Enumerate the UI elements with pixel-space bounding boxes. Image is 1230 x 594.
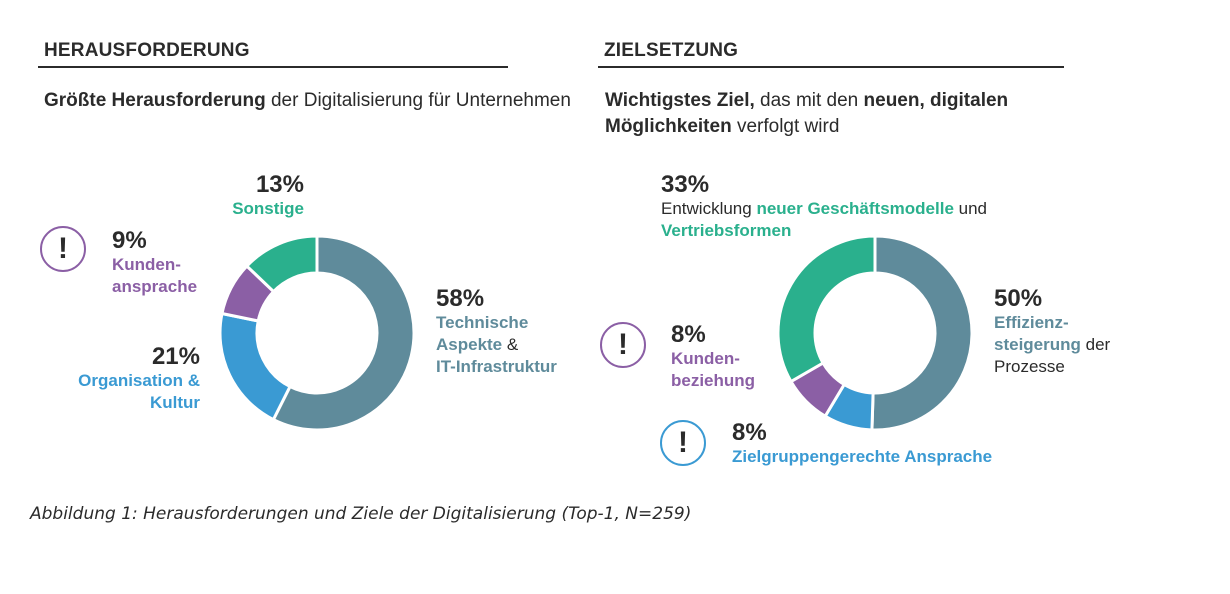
left-section-title: HERAUSFORDERUNG	[44, 40, 250, 61]
left-subtitle-bold: Größte Herausforderung	[44, 90, 266, 111]
left-section-rule	[38, 66, 508, 68]
text-kunden-line2: ansprache	[112, 277, 198, 296]
text-technik-line1: Technische	[436, 313, 529, 332]
pct-kundenansprache: 9%	[112, 227, 147, 254]
left-subtitle-rest: der Digitalisierung für Unternehmen	[265, 90, 571, 111]
donut-slice-challenges-3	[244, 234, 319, 294]
text-effizienz-line2: steigerung der	[994, 334, 1110, 356]
label-organisation: 21% Organisation & Kultur	[30, 344, 200, 414]
text-kundenbeziehung-line2: beziehung	[671, 371, 756, 390]
text-effizienz-line3: Prozesse	[994, 357, 1065, 376]
text-effizienz-plain: der	[1080, 335, 1111, 354]
text-technik-colored: Aspekte	[436, 335, 503, 354]
right-subtitle-bold2: neuen, digitalen	[863, 90, 1009, 111]
text-geschaeft-colored: neuer Geschäftsmodelle	[756, 199, 954, 218]
right-chart-subtitle: Wichtigstes Ziel, das mit den neuen, dig…	[605, 88, 1165, 140]
exclamation-alert-icon: !	[660, 420, 706, 466]
donut-slice-challenges-1	[218, 311, 293, 422]
pct-kundenbeziehung: 8%	[671, 321, 706, 348]
text-zielgruppe: Zielgruppengerechte Ansprache	[732, 447, 993, 466]
label-geschaeftsmodelle: 33% Entwicklung neuer Geschäftsmodelle u…	[661, 172, 1101, 242]
text-organisation-line2: Kultur	[149, 393, 200, 412]
pct-geschaeftsmodelle: 33%	[661, 171, 710, 198]
donut-slice-goals-0	[870, 234, 974, 432]
label-sonstige: 13% Sonstige	[200, 172, 304, 220]
pct-technik: 58%	[436, 285, 485, 312]
pct-organisation: 21%	[151, 343, 200, 370]
pct-effizienz: 50%	[994, 285, 1043, 312]
label-kundenbeziehung: 8% Kunden- beziehung	[671, 322, 755, 392]
donut-slice-challenges-0	[271, 234, 416, 432]
right-subtitle-plain1: das mit den	[754, 90, 864, 111]
text-effizienz-line1: Effizienz-	[994, 313, 1069, 332]
text-technik-plain: &	[502, 335, 519, 354]
right-section-title: ZIELSETZUNG	[604, 40, 739, 61]
label-effizienz: 50% Effizienz- steigerung der Prozesse	[994, 286, 1110, 378]
left-chart-subtitle: Größte Herausforderung der Digitalisieru…	[44, 88, 584, 114]
text-geschaeft-plain2: und	[953, 199, 987, 218]
pct-sonstige: 13%	[255, 171, 304, 198]
text-organisation-line1: Organisation &	[78, 371, 200, 390]
right-section-rule	[598, 66, 1064, 68]
text-technik-line2: Aspekte &	[436, 334, 557, 356]
text-geschaeft-line2: Vertriebsformen	[661, 221, 792, 240]
text-kunden-line1: Kunden-	[112, 255, 181, 274]
text-kundenbeziehung-line1: Kunden-	[671, 349, 740, 368]
text-geschaeft-plain: Entwicklung	[661, 199, 757, 218]
text-technik-line3: IT-Infrastruktur	[436, 357, 557, 376]
text-sonstige: Sonstige	[232, 199, 304, 218]
exclamation-alert-icon: !	[600, 322, 646, 368]
pct-zielgruppe: 8%	[732, 419, 767, 446]
label-zielgruppe: 8% Zielgruppengerechte Ansprache	[732, 420, 992, 468]
right-subtitle-bold3: Möglichkeiten	[605, 116, 732, 137]
figure-caption: Abbildung 1: Herausforderungen und Ziele…	[30, 504, 692, 524]
donut-slice-goals-3	[776, 234, 877, 384]
right-subtitle-plain2: verfolgt wird	[731, 116, 840, 137]
right-subtitle-bold1: Wichtigstes Ziel,	[605, 90, 755, 111]
label-kundenansprache: 9% Kunden- ansprache	[112, 228, 197, 298]
text-geschaeft-line1: Entwicklung neuer Geschäftsmodelle und	[661, 198, 1101, 220]
exclamation-alert-icon: !	[40, 226, 86, 272]
label-technik: 58% Technische Aspekte & IT-Infrastruktu…	[436, 286, 557, 378]
text-effizienz-colored: steigerung	[994, 335, 1081, 354]
